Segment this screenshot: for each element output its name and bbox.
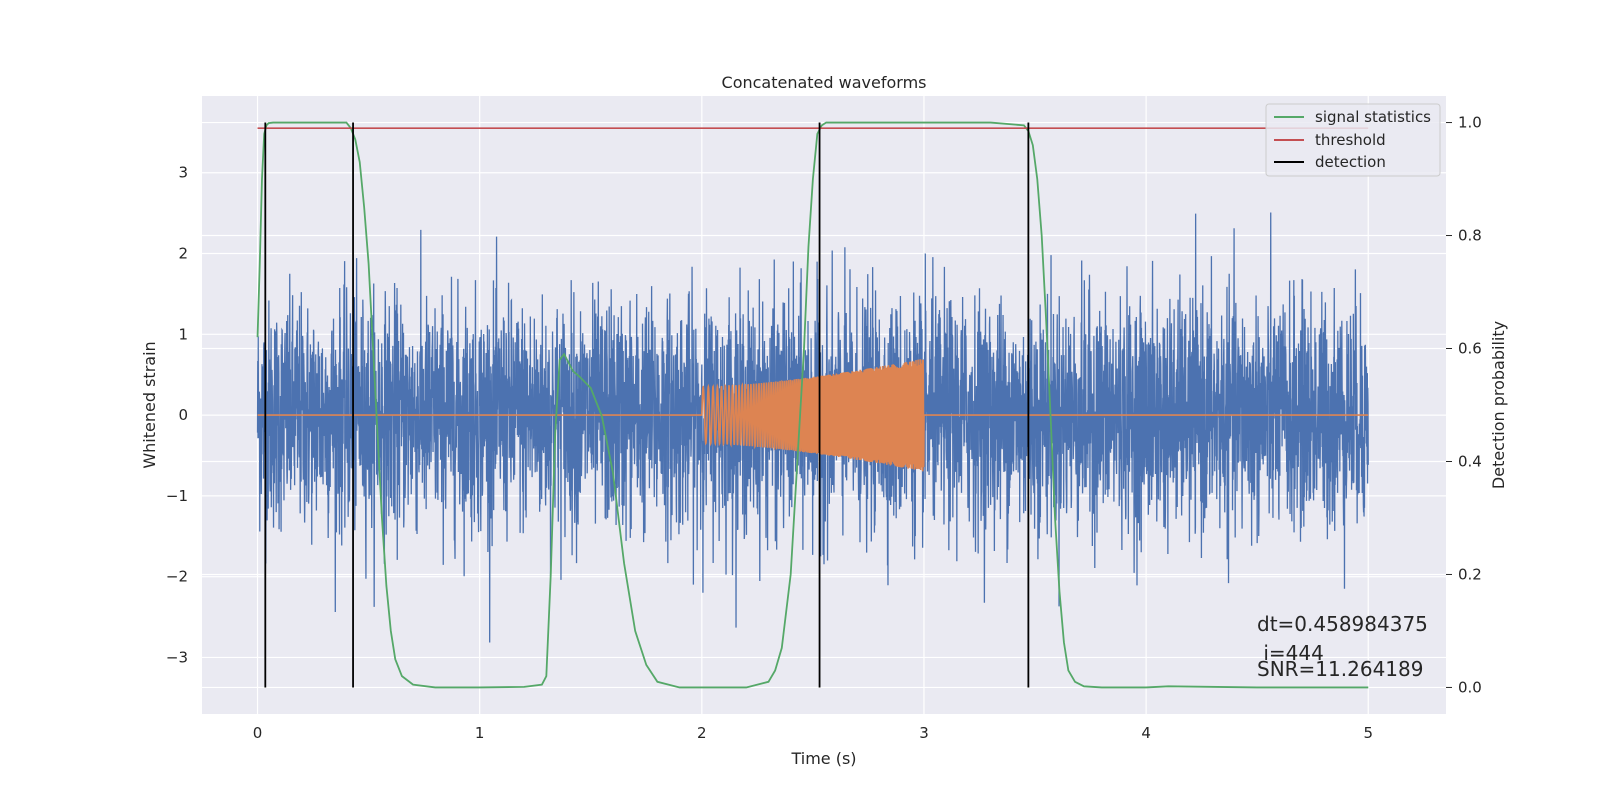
- annotation-dt: dt=0.458984375: [1257, 612, 1428, 636]
- y-tick-label: −1: [166, 487, 188, 505]
- chart-title: Concatenated waveforms: [722, 73, 927, 92]
- legend-label-threshold: threshold: [1315, 131, 1386, 149]
- legend-box: [1265, 103, 1441, 177]
- y2-tick-label: 0.6: [1458, 340, 1482, 358]
- x-tick-label: 2: [697, 724, 707, 742]
- legend: signal statistics threshold detection: [1265, 103, 1441, 177]
- x-tick-label: 4: [1141, 724, 1151, 742]
- x-tick-label: 5: [1363, 724, 1373, 742]
- x-tick-label: 1: [475, 724, 485, 742]
- y-tick-label: 3: [178, 164, 188, 182]
- plot-content: [256, 121, 1369, 689]
- signal-statistics-series: [256, 121, 1369, 689]
- x-axis-label: Time (s): [790, 749, 856, 768]
- y-axis-label: Whitened strain: [140, 341, 159, 468]
- y2-tick-label: 0.8: [1458, 227, 1482, 245]
- x-tick-label: 0: [253, 724, 263, 742]
- y2-tick-label: 0.2: [1458, 565, 1482, 583]
- y-tick-label: −2: [166, 568, 188, 586]
- annotation-i: i=444: [1257, 641, 1324, 665]
- template-series: [257, 359, 1369, 472]
- y-tick-label: 1: [178, 325, 188, 343]
- y-tick-label: 0: [178, 406, 188, 424]
- y2-axis-label: Detection probability: [1489, 321, 1508, 489]
- legend-label-detection: detection: [1315, 153, 1386, 171]
- y-tick-label: −3: [166, 648, 188, 666]
- ticks: 0 1 2 3 4 5 3 2 1 0 −1 −2 −3 1.0 0.8 0.6 0.4 0.2 0.0: [166, 114, 1482, 742]
- y2-tick-label: 0.0: [1458, 678, 1482, 696]
- y2-tick-label: 1.0: [1458, 114, 1482, 132]
- annotation-snr: SNR=11.264189: [1257, 657, 1423, 681]
- x-tick-label: 3: [919, 724, 929, 742]
- y2-tick-label: 0.4: [1458, 452, 1482, 470]
- y-tick-label: 2: [178, 245, 188, 263]
- legend-label-signal-statistics: signal statistics: [1315, 108, 1431, 126]
